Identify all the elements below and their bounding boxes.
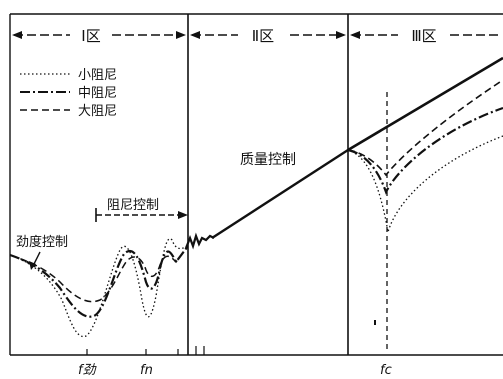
region-3-header: Ⅲ区 [350,27,500,45]
axis-label-f2: fn [140,363,153,378]
curve-medium-damping-region1 [9,245,189,318]
stiffness-control-label: 劲度控制 [16,234,68,250]
legend-label-large-damping: 大阻尼 [78,104,117,119]
legend-label-medium-damping: 中阻尼 [78,86,117,101]
curve-large-damping-region3 [347,79,503,177]
region-1-header: Ⅰ区 [12,27,186,45]
curve-small-damping-region3 [347,135,503,233]
mass-control-label: 质量控制 [240,152,296,168]
legend-label-small-damping: 小阻尼 [78,68,117,83]
curve-large-damping-region1 [9,245,189,303]
damping-control-label: 阻尼控制 [107,198,159,213]
mass-law-extension [347,56,503,152]
region-2-label: Ⅱ区 [252,27,274,45]
boundary-jitter [184,232,215,250]
region-3-label: Ⅲ区 [411,27,436,45]
damping-control-bracket: 阻尼控制 [95,198,188,222]
region-2-header: Ⅱ区 [190,27,346,45]
curve-medium-damping-region3 [347,106,503,195]
legend: 小阻尼 中阻尼 大阻尼 [20,68,117,119]
stray-dot [374,320,376,325]
region-1-label: Ⅰ区 [81,27,100,45]
curve-small-damping-region1 [9,237,189,338]
axis-label-f1: f劲 [78,363,98,378]
axis-label-fc: fc [380,363,392,378]
mass-law-line [211,148,349,240]
